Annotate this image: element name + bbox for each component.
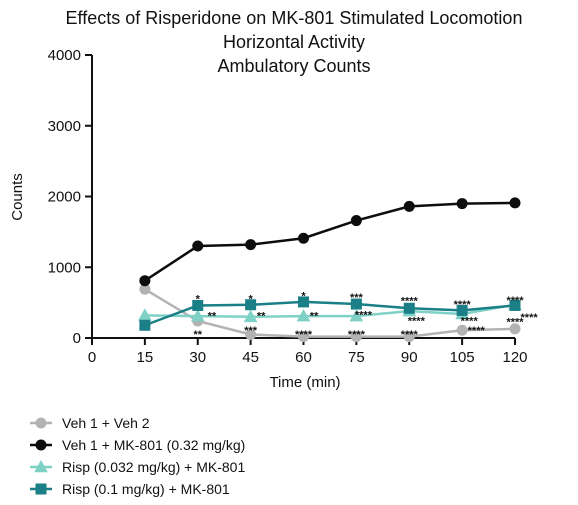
significance-label: * [301,291,306,303]
series-4-point [139,319,151,331]
significance-label: **** [506,317,524,329]
legend-label: Risp (0.032 mg/kg) + MK-801 [62,459,245,475]
series-3-point [190,309,205,322]
x-tick-label: 120 [502,349,527,366]
series-4-point [456,304,468,316]
legend-swatch-marker [35,483,47,495]
series-1-point [509,323,521,335]
series-4-point [298,296,309,308]
significance-label: ** [257,310,266,322]
series-4-point [245,299,257,311]
x-tick-label: 75 [348,349,365,366]
significance-label: **** [401,296,419,308]
chart-title-line-1: Effects of Risperidone on MK-801 Stimula… [66,8,523,28]
series-2-point [403,200,415,212]
series-2-point [192,240,204,252]
significance-label: **** [521,312,539,324]
series-line-3 [144,303,516,319]
series-1-point [350,331,362,343]
legend-item-1: Veh 1 + Veh 2 [30,415,150,431]
x-tick-label: 0 [88,349,96,366]
series-2-point [350,215,362,227]
y-tick-label: 1000 [48,259,81,276]
series-lines [144,201,516,338]
y-tick-label: 0 [73,330,81,347]
x-tick-label: 15 [137,349,154,366]
axes: 0 15 30 45 60 75 90 105 120 0 1000 2000 3000 4000 [48,47,528,366]
y-axis-title: Counts [9,173,26,221]
series-2-point [139,275,151,287]
significance-label: **** [468,325,486,337]
significance-label: ** [310,310,319,322]
significance-label: ** [208,310,217,322]
x-tick-label: 45 [242,349,259,366]
series-4-point [350,298,362,310]
series-2-point [298,232,309,244]
series-1-point [456,324,468,336]
legend-swatch-marker [35,439,47,451]
x-tick-label: 30 [189,349,206,366]
legend-item-2: Veh 1 + MK-801 (0.32 mg/kg) [30,437,245,453]
y-tick-label: 3000 [48,118,81,135]
series-3-point [243,309,258,323]
x-axis-title: Time (min) [269,374,340,391]
series-2-point [509,197,521,209]
significance-label: **** [348,329,366,341]
legend-label: Veh 1 + MK-801 (0.32 mg/kg) [62,437,245,453]
series-3-point [349,309,364,322]
series-2-point [245,239,257,251]
significance-label: **** [355,310,373,322]
series-4-point [509,299,521,311]
significance-label: *** [350,292,364,304]
series-3-point [296,309,311,322]
series-markers [138,197,522,343]
significance-label: **** [454,299,472,311]
significance-label: *** [244,325,258,337]
series-line-1 [144,288,516,338]
significance-label: **** [408,315,426,327]
x-tick-label: 105 [450,349,475,366]
significance-label: ** [193,329,202,341]
series-1-point [245,328,257,340]
y-tick-label: 2000 [48,189,81,206]
significance-label: * [196,293,201,305]
x-tick-label: 60 [295,349,312,366]
y-tick-label: 4000 [48,47,81,64]
legend-swatch-marker [35,417,47,429]
significance-label: **** [461,315,479,327]
significance-label: **** [401,329,419,341]
x-tick-label: 90 [401,349,418,366]
series-line-2 [144,201,516,282]
series-line-4 [144,300,516,327]
series-1-point [298,331,309,343]
significance-annotations: * * * *** **** **** ****** ** ** **** **** **** ****… [193,291,538,341]
legend-label: Veh 1 + Veh 2 [62,415,150,431]
significance-label: **** [506,295,524,307]
legend-label: Risp (0.1 mg/kg) + MK-801 [62,481,230,497]
legend-item-4: Risp (0.1 mg/kg) + MK-801 [30,481,230,497]
significance-label: **** [295,329,313,341]
legend-item-3: Risp (0.032 mg/kg) + MK-801 [30,459,245,475]
legend-swatch-marker [34,459,48,473]
chart-title-line-3: Ambulatory Counts [217,56,370,76]
series-4-point [403,302,415,314]
series-1-point [403,331,415,343]
chart-title: Effects of Risperidone on MK-801 Stimula… [66,8,523,76]
legend: Veh 1 + Veh 2 Veh 1 + MK-801 (0.32 mg/kg)… [30,415,245,497]
series-4-point [192,299,204,311]
significance-label: * [248,293,253,305]
series-2-point [456,198,468,210]
chart-title-line-2: Horizontal Activity [223,32,365,52]
